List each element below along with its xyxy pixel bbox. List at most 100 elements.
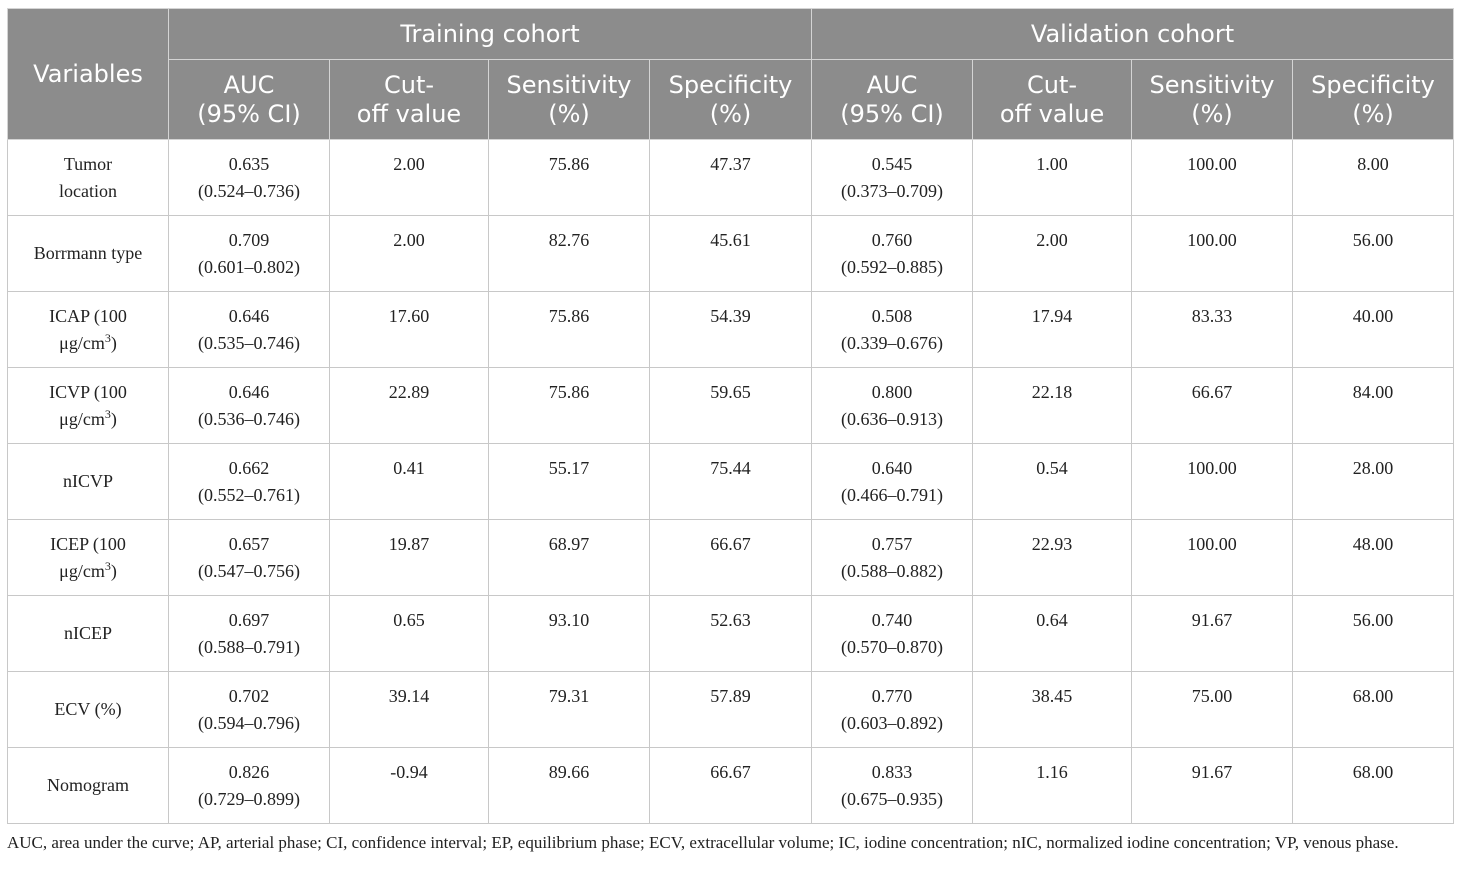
training-cutoff-cell: 19.87 — [329, 519, 489, 596]
training-auc-cell: 0.709 (0.601–0.802) — [168, 215, 330, 292]
variable-name: Tumor location — [59, 153, 117, 201]
training-cutoff-cell: 39.14 — [329, 671, 489, 748]
variable-name-tail: ) — [110, 408, 117, 429]
variable-name: nICVP — [62, 471, 113, 491]
training-auc-header: AUC (95% CI) — [168, 59, 330, 140]
validation-auc-cell: 0.770 (0.603–0.892) — [811, 671, 974, 748]
header-row-groups: Variables Training cohort Validation coh… — [7, 8, 1455, 140]
validation-sensitivity-cell: 100.00 — [1131, 443, 1294, 520]
validation-auc-cell: 0.800 (0.636–0.913) — [811, 367, 974, 444]
table-row: Nomogram 0.826 (0.729–0.899) -0.94 89.66 66.… — [7, 747, 1455, 824]
variable-superscript: 3 — [104, 558, 111, 573]
validation-sensitivity-cell: 100.00 — [1131, 215, 1294, 292]
training-sensitivity-cell: 75.86 — [488, 291, 650, 368]
validation-cutoff-header: Cut- off value — [972, 59, 1133, 140]
variable-name-tail: ) — [110, 332, 117, 353]
training-cutoff-cell: -0.94 — [329, 747, 489, 824]
validation-sensitivity-cell: 91.67 — [1131, 747, 1294, 824]
training-auc-cell: 0.702 (0.594–0.796) — [168, 671, 330, 748]
validation-cutoff-cell: 1.00 — [972, 139, 1133, 216]
table-body: Tumor location 0.635 (0.524–0.736) 2.00 75.… — [7, 139, 1455, 824]
variable-name: ICAP (100 μg/cm — [49, 305, 127, 353]
validation-auc-cell: 0.833 (0.675–0.935) — [811, 747, 974, 824]
training-sensitivity-cell: 82.76 — [488, 215, 650, 292]
validation-specificity-cell: 84.00 — [1292, 367, 1455, 444]
results-table: Variables Training cohort Validation coh… — [7, 8, 1455, 824]
training-sensitivity-cell: 55.17 — [488, 443, 650, 520]
training-specificity-cell: 75.44 — [648, 443, 813, 520]
validation-specificity-cell: 68.00 — [1292, 747, 1455, 824]
validation-cohort-header: Validation cohort — [811, 8, 1455, 60]
table-row: ICAP (100 μg/cm3) 0.646 (0.535–0.746) 17.6… — [7, 291, 1455, 368]
variable-cell: Nomogram — [7, 747, 169, 824]
training-auc-cell: 0.646 (0.535–0.746) — [168, 291, 330, 368]
validation-specificity-cell: 56.00 — [1292, 215, 1455, 292]
variable-cell: ICEP (100 μg/cm3) — [7, 519, 169, 596]
variable-cell: Tumor location — [7, 139, 169, 216]
validation-auc-header: AUC (95% CI) — [811, 59, 974, 140]
training-auc-cell: 0.826 (0.729–0.899) — [168, 747, 330, 824]
validation-auc-cell: 0.757 (0.588–0.882) — [811, 519, 974, 596]
training-cutoff-cell: 0.65 — [329, 595, 489, 672]
training-specificity-cell: 59.65 — [648, 367, 813, 444]
variable-cell: ECV (%) — [7, 671, 169, 748]
training-auc-cell: 0.646 (0.536–0.746) — [168, 367, 330, 444]
training-sensitivity-cell: 75.86 — [488, 139, 650, 216]
variable-cell: Borrmann type — [7, 215, 169, 292]
training-specificity-cell: 57.89 — [648, 671, 813, 748]
validation-specificity-cell: 40.00 — [1292, 291, 1455, 368]
table-row: nICEP 0.697 (0.588–0.791) 0.65 93.10 52.63 0.… — [7, 595, 1455, 672]
training-cutoff-cell: 17.60 — [329, 291, 489, 368]
validation-cutoff-cell: 0.54 — [972, 443, 1133, 520]
validation-specificity-cell: 8.00 — [1292, 139, 1455, 216]
header-row-metrics: AUC (95% CI) Cut- off value Sensitivity … — [8, 59, 1455, 140]
validation-sensitivity-cell: 100.00 — [1131, 519, 1294, 596]
validation-auc-cell: 0.545 (0.373–0.709) — [811, 139, 974, 216]
training-sensitivity-cell: 75.86 — [488, 367, 650, 444]
training-auc-cell: 0.635 (0.524–0.736) — [168, 139, 330, 216]
validation-sensitivity-header: Sensitivity (%) — [1131, 59, 1294, 140]
variable-name: ECV (%) — [54, 699, 122, 719]
variable-name: Nomogram — [47, 775, 129, 795]
training-specificity-header: Specificity (%) — [648, 59, 813, 140]
table-row: ICVP (100 μg/cm3) 0.646 (0.536–0.746) 22.8… — [7, 367, 1455, 444]
training-sensitivity-cell: 79.31 — [488, 671, 650, 748]
validation-cutoff-cell: 17.94 — [972, 291, 1133, 368]
variable-name: ICEP (100 μg/cm — [50, 533, 126, 581]
variable-superscript: 3 — [104, 330, 111, 345]
validation-specificity-cell: 48.00 — [1292, 519, 1455, 596]
validation-specificity-cell: 68.00 — [1292, 671, 1455, 748]
variable-cell: nICVP — [7, 443, 169, 520]
training-specificity-cell: 54.39 — [648, 291, 813, 368]
training-sensitivity-header: Sensitivity (%) — [488, 59, 650, 140]
training-cutoff-cell: 2.00 — [329, 139, 489, 216]
variable-name: nICEP — [63, 623, 112, 643]
training-cutoff-cell: 22.89 — [329, 367, 489, 444]
validation-auc-cell: 0.508 (0.339–0.676) — [811, 291, 974, 368]
table-row: ECV (%) 0.702 (0.594–0.796) 39.14 79.31 57.8… — [7, 671, 1455, 748]
training-cutoff-cell: 2.00 — [329, 215, 489, 292]
table-row: ICEP (100 μg/cm3) 0.657 (0.547–0.756) 19.8… — [7, 519, 1455, 596]
validation-auc-cell: 0.760 (0.592–0.885) — [811, 215, 974, 292]
table-row: Borrmann type 0.709 (0.601–0.802) 2.00 82.7… — [7, 215, 1455, 292]
validation-auc-cell: 0.640 (0.466–0.791) — [811, 443, 974, 520]
training-auc-cell: 0.657 (0.547–0.756) — [168, 519, 330, 596]
variables-header: Variables — [7, 8, 169, 140]
validation-cutoff-cell: 22.93 — [972, 519, 1133, 596]
validation-sensitivity-cell: 75.00 — [1131, 671, 1294, 748]
training-cohort-header: Training cohort — [167, 8, 813, 60]
variable-name: Borrmann type — [33, 243, 143, 263]
training-sensitivity-cell: 68.97 — [488, 519, 650, 596]
variable-superscript: 3 — [104, 406, 111, 421]
table-row: Tumor location 0.635 (0.524–0.736) 2.00 75.… — [7, 139, 1455, 216]
variable-name-tail: ) — [110, 560, 117, 581]
validation-cutoff-cell: 0.64 — [972, 595, 1133, 672]
validation-cutoff-cell: 38.45 — [972, 671, 1133, 748]
variable-cell: ICAP (100 μg/cm3) — [7, 291, 169, 368]
training-auc-cell: 0.697 (0.588–0.791) — [168, 595, 330, 672]
variable-cell: nICEP — [7, 595, 169, 672]
training-specificity-cell: 66.67 — [648, 519, 813, 596]
validation-sensitivity-cell: 100.00 — [1131, 139, 1294, 216]
variable-cell: ICVP (100 μg/cm3) — [7, 367, 169, 444]
validation-sensitivity-cell: 83.33 — [1131, 291, 1294, 368]
